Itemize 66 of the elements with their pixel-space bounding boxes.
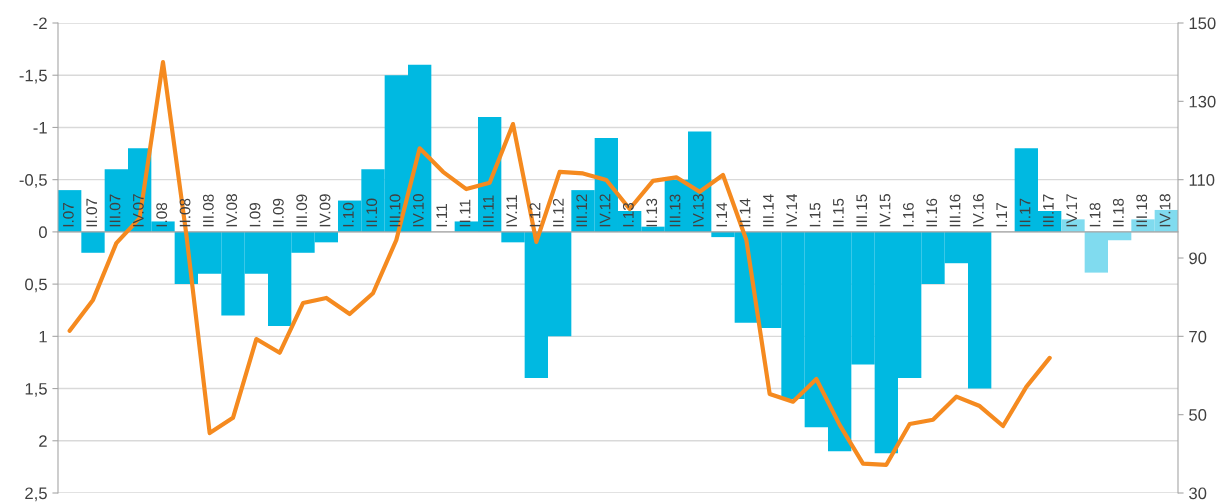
y-tick-label: -2	[33, 17, 47, 30]
y-tick-label: 1	[39, 330, 47, 343]
y-tick-label: -1,5	[19, 69, 47, 84]
x-tick-label: IV.12	[599, 194, 611, 227]
x-tick-label: II.18	[1112, 198, 1124, 227]
x-tick-label: II.07	[86, 198, 98, 227]
x-tick-label: I.17	[996, 203, 1007, 227]
x-tick-label: III.17	[1043, 194, 1054, 227]
x-tick-label: III.18	[1136, 194, 1148, 227]
y-tick-label: -0,5	[19, 174, 47, 188]
x-tick-label: II.17	[1019, 198, 1031, 227]
x-tick-label: I.13	[622, 202, 634, 227]
x-tick-label: IV.10	[412, 194, 424, 227]
x-tick-label: I.07	[62, 203, 74, 227]
y-tick-label: -1	[33, 122, 47, 134]
x-tick-label: IV.07	[132, 194, 144, 227]
x-tick-label: IV.15	[879, 194, 891, 227]
y2-tick-label: 30	[1189, 487, 1207, 500]
bar	[81, 231, 105, 253]
x-tick-label: IV.16	[972, 194, 984, 227]
x-tick-label: II.16	[926, 198, 938, 227]
x-tick-label: I.12	[529, 203, 541, 227]
y2-tick-label: 50	[1189, 409, 1207, 421]
x-tick-label: II.12	[552, 198, 564, 227]
x-tick-label: II.11	[459, 199, 471, 227]
x-tick-label: IV.08	[226, 194, 238, 227]
x-tick-label: I.10	[342, 202, 354, 227]
x-tick-label: II.09	[272, 198, 284, 227]
x-tick-label: IV.17	[1066, 194, 1077, 227]
x-tick-label: I.15	[809, 202, 821, 227]
x-tick-label: I.09	[249, 202, 261, 227]
x-tick-label: I.18	[1089, 202, 1101, 227]
x-tick-label: I.16	[902, 202, 914, 227]
x-tick-label: II.08	[179, 198, 191, 227]
y-tick-label: 0,5	[25, 278, 47, 293]
x-tick-label: III.14	[763, 194, 774, 227]
y-tick-label: 0	[38, 226, 47, 239]
x-tick-label: III.08	[202, 194, 214, 227]
x-tick-label: III.13	[669, 194, 681, 227]
y2-tick-label: 150	[1189, 17, 1216, 30]
x-tick-label: II.10	[366, 198, 378, 227]
y-tick-label: 2,5	[25, 487, 47, 502]
x-tick-label: III.15	[856, 194, 868, 227]
x-tick-label: I.14	[716, 202, 727, 227]
y2-tick-label: 70	[1189, 330, 1207, 343]
x-tick-label: IV.14	[786, 193, 797, 227]
x-tick-label: IV.18	[1159, 194, 1171, 227]
x-tick-label: III.09	[296, 194, 308, 227]
x-tick-label: II.15	[833, 198, 844, 227]
x-tick-label: III.12	[576, 194, 587, 227]
x-tick-label: III.16	[949, 194, 961, 227]
x-tick-label: II.14	[739, 198, 751, 227]
x-tick-label: III.07	[109, 194, 121, 227]
y2-tick-label: 110	[1189, 174, 1215, 186]
x-tick-label: IV.09	[319, 194, 331, 227]
x-tick-label: I.11	[436, 204, 447, 227]
x-tick-label: IV.13	[692, 194, 704, 227]
x-tick-label: II.13	[646, 198, 658, 227]
y-tick-label: 1,5	[25, 383, 47, 397]
y2-tick-label: 130	[1189, 95, 1216, 108]
y2-tick-label: 90	[1189, 252, 1207, 265]
y-tick-label: 2	[39, 435, 47, 447]
x-tick-label: III.10	[389, 194, 401, 227]
x-tick-label: IV.11	[506, 195, 517, 227]
x-tick-label: I.08	[156, 202, 168, 227]
x-tick-label: III.11	[483, 195, 494, 227]
